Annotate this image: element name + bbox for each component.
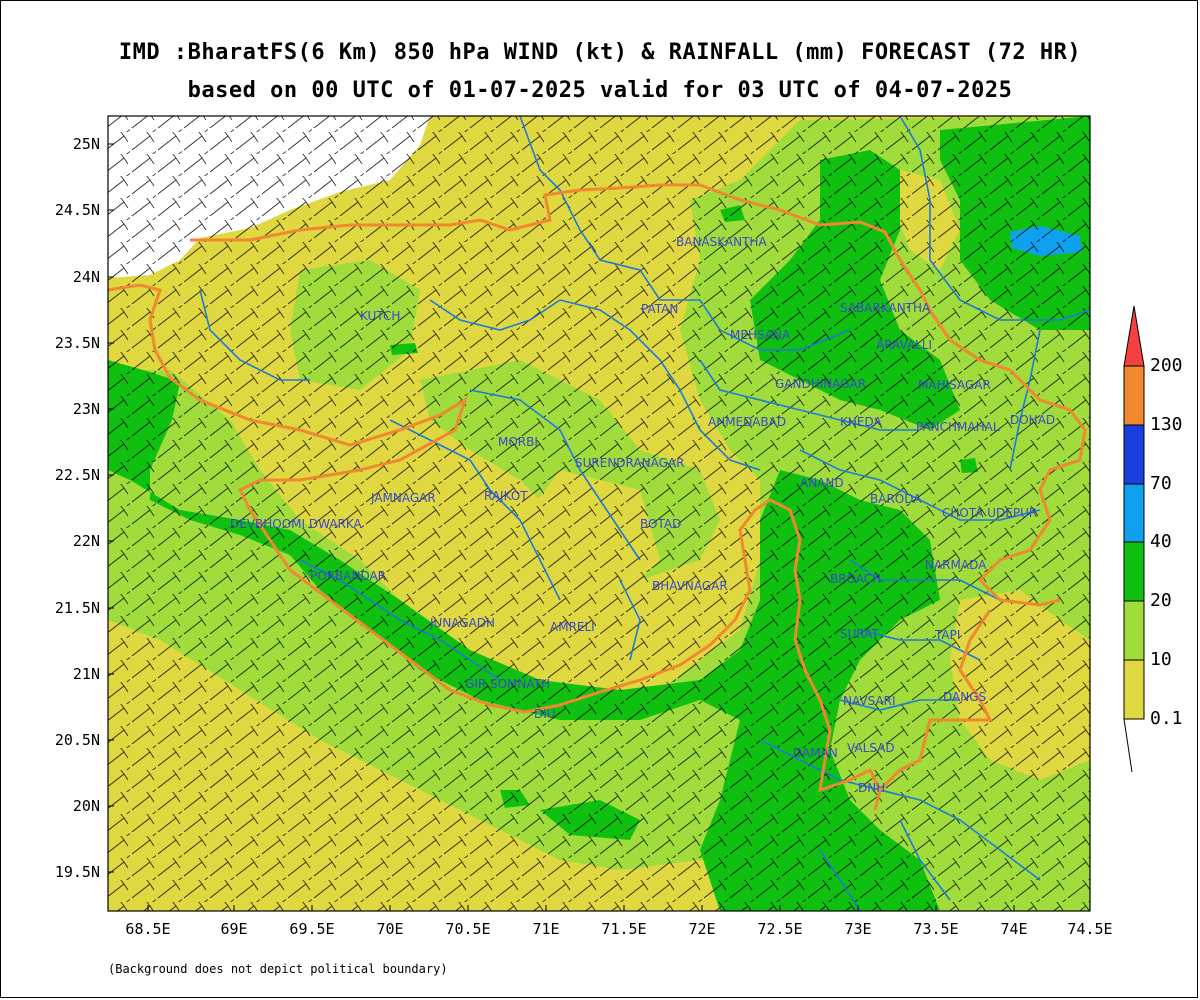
label-rajkot: RAJKOT <box>484 489 528 503</box>
colorbar-label-40: 40 <box>1150 531 1172 552</box>
colorbar-0-1-10 <box>1123 659 1145 720</box>
label-junagadh: JUNAGADH <box>429 616 495 630</box>
label-daman: DAMAN <box>793 746 838 760</box>
colorbar-label-0-1: 0.1 <box>1150 708 1183 729</box>
x-tick-label: 70.5E <box>445 920 491 938</box>
label-narmada: NARMADA <box>925 558 987 572</box>
x-tick-label: 71.5E <box>601 920 647 938</box>
label-baroda: BARODA <box>870 492 922 506</box>
y-tick-label: 19.5N <box>54 863 100 881</box>
y-tick-label: 20N <box>72 797 100 815</box>
label-botad: BOTAD <box>640 517 681 531</box>
district-boundaries <box>199 116 1090 911</box>
tick-marks <box>108 143 1015 911</box>
colorbar-label-200: 200 <box>1150 355 1183 376</box>
colorbar-10-20 <box>1123 600 1145 661</box>
label-surendranagar: SURENDRANAGAR <box>575 456 684 470</box>
state-boundary <box>108 183 1087 811</box>
colorbar-label-130: 130 <box>1150 414 1183 435</box>
label-chota-udepur: CHOTA UDEPUR <box>942 506 1037 520</box>
colorbar-20-40 <box>1123 541 1145 602</box>
label-diu: DIU <box>534 707 556 721</box>
label-surat: SURAT <box>840 627 880 641</box>
colorbar-40-70 <box>1123 483 1145 543</box>
colorbar-label-20: 20 <box>1150 590 1172 611</box>
colorbar-label-10: 10 <box>1150 649 1172 670</box>
label-mahisagar: MAHISAGAR <box>918 378 991 392</box>
label-kutch: KUTCH <box>360 309 400 323</box>
label-devbhoomi-dwarka: DEVBHOOMI DWARKA <box>230 517 363 531</box>
x-tick-label: 71E <box>532 920 560 938</box>
label-anand: ANAND <box>800 476 844 490</box>
label-porbandar: PORBANDAR <box>310 569 386 583</box>
label-dohad: DOHAD <box>1010 413 1055 427</box>
label-jamnagar: JAMNAGAR <box>370 491 436 505</box>
y-tick-label: 20.5N <box>54 731 100 749</box>
label-ahmedabad: AHMEDABAD <box>708 415 786 429</box>
label-dnh: DNH <box>858 781 885 795</box>
x-tick-label: 68.5E <box>125 920 171 938</box>
colorbar-70-130 <box>1123 424 1145 485</box>
y-tick-label: 24N <box>72 268 100 286</box>
chart-subtitle: based on 00 UTC of 01-07-2025 valid for … <box>187 78 1013 103</box>
y-tick-label: 25N <box>72 135 100 153</box>
label-banaskantha: BANASKANTHA <box>676 235 767 249</box>
wind-barbs <box>108 116 1090 911</box>
x-tick-label: 72.5E <box>757 920 803 938</box>
x-tick-label: 72E <box>688 920 716 938</box>
background-footnote: (Background does not depict political bo… <box>108 962 448 976</box>
x-tick-label: 73.5E <box>913 920 959 938</box>
x-tick-label: 69.5E <box>289 920 335 938</box>
label-navsari: NAVSARI <box>843 694 896 708</box>
label-gandhinagar: GANDHINAGAR <box>775 377 866 391</box>
y-tick-label: 23.5N <box>54 334 100 352</box>
y-tick-label: 21N <box>72 665 100 683</box>
x-tick-label: 73E <box>844 920 872 938</box>
colorbar <box>1123 305 1145 773</box>
x-tick-label: 70E <box>376 920 404 938</box>
y-tick-label: 22N <box>72 532 100 550</box>
label-dangs: DANGS <box>943 690 986 704</box>
label-patan: PATAN <box>641 302 678 316</box>
x-tick-label: 74.5E <box>1067 920 1113 938</box>
label-panchmahal: PANCHMAHAL <box>916 420 1000 434</box>
label-tapi: TAPI <box>934 628 960 642</box>
plot-border <box>107 115 1091 912</box>
district-labels: BANASKANTHA PATAN MEHSANA SABARKANTHA AR… <box>230 235 1055 795</box>
label-broach: BROACH <box>830 572 881 586</box>
label-sabarkantha: SABARKANTHA <box>840 301 931 315</box>
x-tick-label: 69E <box>220 920 248 938</box>
y-tick-label: 24.5N <box>54 201 100 219</box>
y-tick-label: 23N <box>72 400 100 418</box>
chart-title: IMD :BharatFS(6 Km) 850 hPa WIND (kt) & … <box>118 40 1082 65</box>
label-mehsana: MEHSANA <box>730 328 791 342</box>
y-tick-label: 21.5N <box>54 599 100 617</box>
colorbar-cap-200 <box>1123 305 1145 367</box>
label-amreli: AMRELI <box>550 620 595 634</box>
label-morbi: MORBI <box>498 435 538 449</box>
label-valsad: VALSAD <box>847 741 895 755</box>
label-bhavnagar: BHAVNAGAR <box>652 579 728 593</box>
x-tick-label: 74E <box>1000 920 1028 938</box>
colorbar-130-200 <box>1123 365 1145 426</box>
y-tick-label: 22.5N <box>54 466 100 484</box>
colorbar-low-cap <box>1123 718 1133 773</box>
colorbar-label-70: 70 <box>1150 473 1172 494</box>
label-aravalli: ARAVALLI <box>876 338 932 352</box>
label-kheda: KHEDA <box>840 415 883 429</box>
label-gir-somnath: GIR SOMNATH <box>465 677 550 691</box>
